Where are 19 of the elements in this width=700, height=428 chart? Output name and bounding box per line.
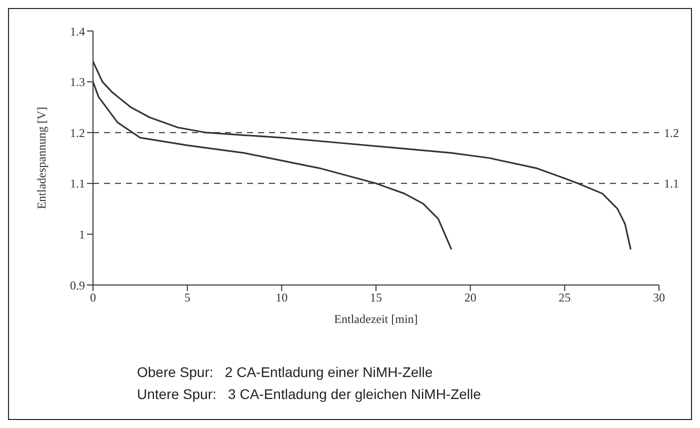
text: Untere Spur: 3 CA-Entladung der gleichen NiMH-Zelle bbox=[137, 385, 482, 404]
ref-line-label: 1.2 bbox=[664, 126, 679, 140]
x-tick-label: 20 bbox=[464, 290, 476, 305]
x-tick-label: 15 bbox=[370, 290, 382, 305]
x-tick-label: 5 bbox=[184, 290, 190, 305]
text: Obere Spur: 2 CA-Entladung einer NiMH-Zelle bbox=[137, 363, 434, 382]
ref-line-label: 1.1 bbox=[664, 176, 679, 191]
y-tick-label: 1.4 bbox=[70, 24, 85, 38]
y-tick-label: 1.1 bbox=[70, 176, 85, 191]
x-tick-label: 30 bbox=[653, 290, 665, 305]
x-axis-title: Entladezeit [min] bbox=[334, 312, 418, 326]
y-tick-label: 1 bbox=[79, 227, 85, 242]
x-tick-label: 0 bbox=[90, 290, 96, 305]
y-tick-label: 1.3 bbox=[70, 75, 85, 90]
y-axis-title: Entladespannung [V] bbox=[34, 106, 48, 210]
y-tick-label: 0.9 bbox=[70, 278, 85, 292]
y-tick-label: 1.2 bbox=[70, 126, 85, 140]
x-tick-label: 10 bbox=[276, 290, 288, 305]
x-tick-label: 25 bbox=[558, 290, 571, 305]
